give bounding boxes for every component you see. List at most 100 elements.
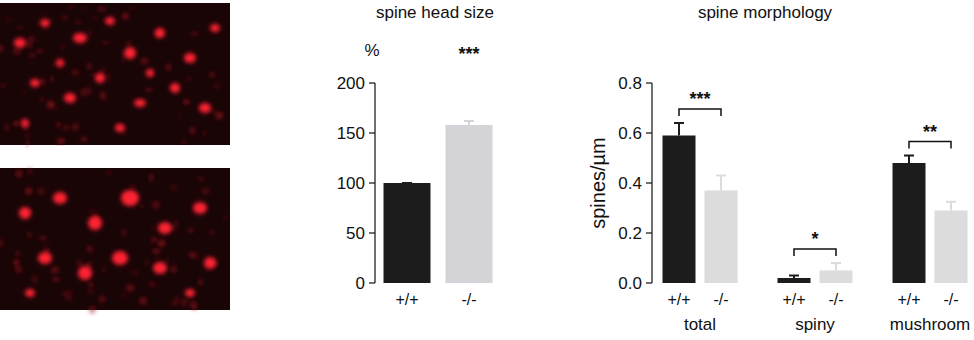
error-cap <box>789 275 799 277</box>
significance: ** <box>923 122 937 142</box>
micrograph-speck <box>122 229 127 236</box>
micrograph-speck <box>26 188 32 195</box>
micrograph-speck <box>181 299 188 305</box>
micrograph-speck <box>108 81 112 83</box>
micrograph-speck <box>84 88 91 95</box>
chart-title: spine morphology <box>698 3 833 22</box>
micrograph-speck <box>52 63 54 67</box>
micrograph-speck <box>66 291 72 294</box>
y-tick <box>369 182 375 183</box>
y-tick <box>369 232 375 233</box>
micrograph-speck <box>68 6 75 8</box>
micrograph-speck <box>130 7 134 9</box>
micrograph-spine <box>40 19 50 27</box>
micrograph-speck <box>36 50 44 52</box>
series-label: -/- <box>828 291 843 308</box>
micrograph-speck <box>165 259 168 264</box>
micrograph-speck <box>15 267 22 272</box>
micrograph-speck <box>141 58 149 65</box>
micrograph-speck <box>72 123 78 130</box>
micrograph-speck <box>27 41 31 48</box>
error-cap <box>674 122 684 124</box>
x-tick-label: spiny <box>795 315 835 334</box>
micrograph-speck <box>99 296 104 303</box>
micrograph-speck <box>151 238 156 242</box>
error-bar <box>464 121 474 125</box>
error-cap <box>904 155 914 157</box>
micrograph-speck <box>98 7 106 12</box>
x-tick-label: +/+ <box>395 291 418 308</box>
micrograph-spine <box>155 28 165 38</box>
micrograph-speck <box>102 42 110 44</box>
micrograph-speck <box>153 201 160 208</box>
micrograph-speck <box>65 295 72 299</box>
micrograph-speck <box>107 171 112 174</box>
error-bar <box>946 202 956 211</box>
micrograph-speck <box>87 290 94 293</box>
micrograph-spine <box>53 192 67 204</box>
micrograph-spine <box>21 119 29 127</box>
micrograph-speck <box>210 231 215 234</box>
micrograph-speck <box>28 232 31 238</box>
micrograph-spine <box>193 202 207 214</box>
y-tick <box>646 82 652 83</box>
micrograph-speck <box>1 84 5 87</box>
micrograph-spine <box>64 93 76 103</box>
micrograph-speck <box>184 100 190 105</box>
micrograph-spine <box>170 83 180 93</box>
significance: *** <box>458 44 479 64</box>
micrograph-speck <box>75 21 81 24</box>
micrograph-spine <box>146 69 154 77</box>
y-tick <box>369 82 375 83</box>
micrograph-spine <box>112 251 128 265</box>
micrograph-speck <box>57 139 64 144</box>
micrograph-speck <box>153 249 160 253</box>
micrograph-speck <box>191 32 199 35</box>
micrograph-speck <box>16 170 22 177</box>
micrograph-speck <box>23 91 26 94</box>
micrograph-speck <box>87 63 91 70</box>
error-bar <box>674 123 684 136</box>
micrograph-speck <box>166 64 170 71</box>
micrograph-speck <box>211 109 216 114</box>
micrograph-speck <box>89 282 93 288</box>
micrograph-speck <box>209 73 215 77</box>
y-axis-label: % <box>364 41 379 60</box>
micrograph-speck <box>90 209 93 214</box>
micrograph-background <box>0 3 230 145</box>
series-label: -/- <box>713 291 728 308</box>
micrograph-speck <box>28 36 36 41</box>
micrograph-speck <box>43 12 47 14</box>
micrograph-speck <box>68 6 71 9</box>
micrograph-spine <box>38 252 52 264</box>
significance-bracket <box>909 142 951 149</box>
micrograph-spine <box>14 38 26 48</box>
chart-title: spine head size <box>376 3 494 22</box>
y-tick-label: 100 <box>337 174 365 193</box>
x-tick-label: mushroom <box>890 315 970 334</box>
micrograph-speck <box>199 279 202 285</box>
micrograph-speck <box>171 266 176 273</box>
bars <box>384 121 493 283</box>
micrograph-spine <box>30 79 40 87</box>
x-tick-label: -/- <box>461 291 476 308</box>
error-cap <box>946 201 956 203</box>
micrograph-speck <box>213 84 220 88</box>
micrograph-speck <box>224 216 227 220</box>
micrograph-speck <box>32 276 37 283</box>
error-cap <box>716 175 726 177</box>
micrograph-speck <box>77 260 82 266</box>
y-tick <box>369 282 375 283</box>
error-bar <box>789 276 799 279</box>
micrograph-speck <box>122 294 125 298</box>
bar <box>893 163 926 283</box>
micrograph-speck <box>15 260 20 268</box>
micrograph-speck <box>122 55 124 63</box>
micrograph-speck <box>123 13 129 19</box>
micrograph-speck <box>102 267 105 274</box>
micrograph-speck <box>126 284 134 291</box>
micrograph-spine <box>153 262 167 274</box>
micrograph-speck <box>51 267 59 274</box>
micrograph-speck <box>51 76 53 82</box>
micrograph-speck <box>199 177 204 181</box>
